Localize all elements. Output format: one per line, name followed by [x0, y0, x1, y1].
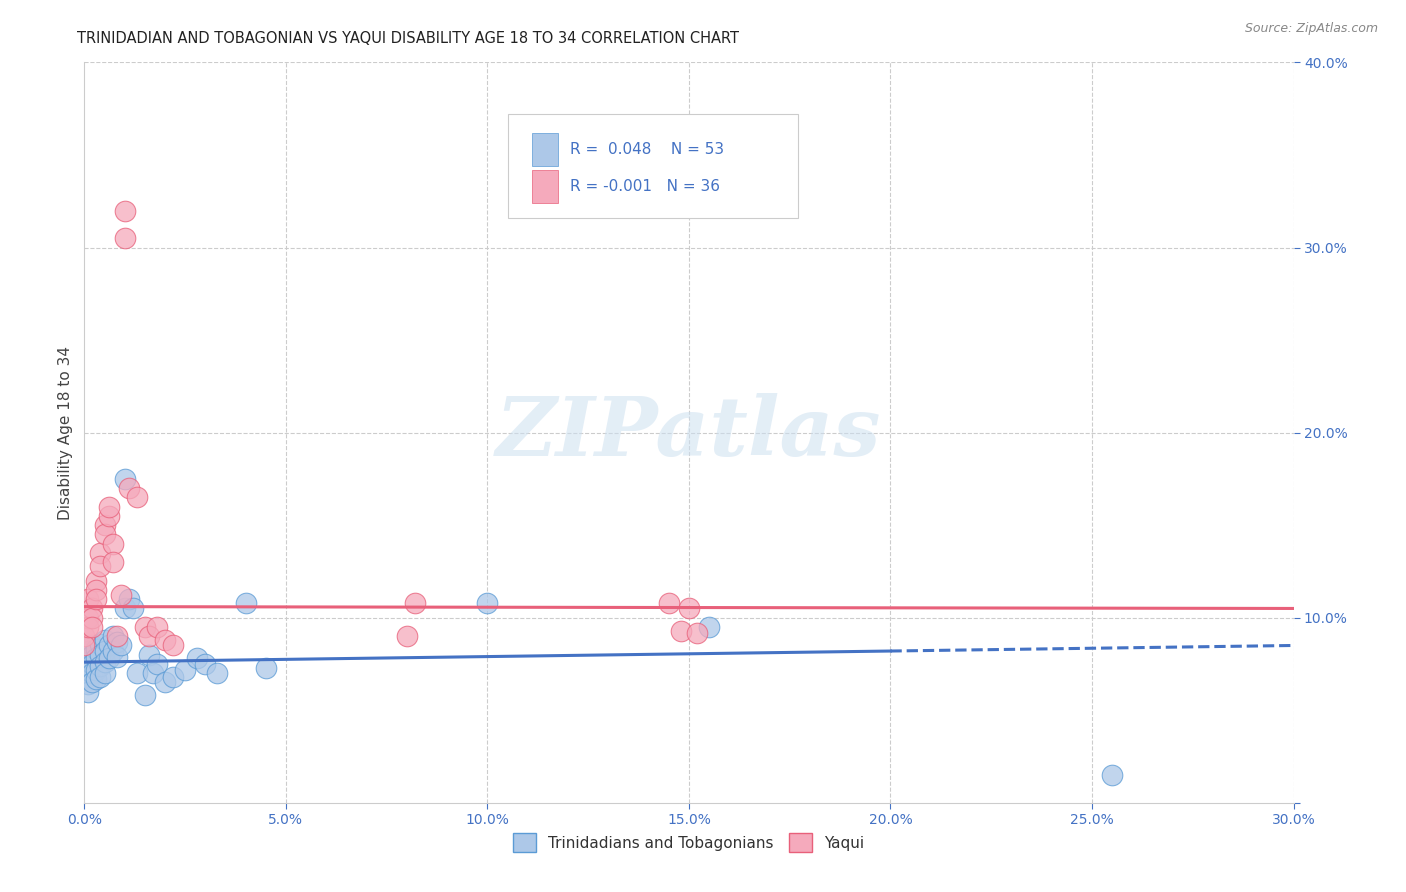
Point — [686, 625, 709, 640]
Point — [89, 658, 111, 673]
Point — [235, 596, 257, 610]
Point — [89, 546, 111, 560]
Point — [105, 649, 128, 664]
Point — [73, 663, 96, 677]
Text: Source: ZipAtlas.com: Source: ZipAtlas.com — [1244, 22, 1378, 36]
Point — [114, 203, 136, 218]
Point — [82, 666, 104, 681]
Point — [101, 536, 124, 550]
Point — [114, 601, 136, 615]
Point — [77, 620, 100, 634]
Point — [93, 518, 115, 533]
Point — [658, 596, 681, 610]
Point — [125, 666, 148, 681]
Point — [73, 639, 96, 653]
Point — [73, 655, 96, 669]
Point — [101, 644, 124, 658]
Point — [82, 648, 104, 662]
Bar — [531, 133, 558, 166]
Point — [134, 689, 156, 703]
Point — [162, 670, 184, 684]
Point — [697, 620, 720, 634]
Point — [146, 620, 169, 634]
Point — [194, 657, 217, 671]
Point — [174, 663, 197, 677]
Point — [93, 655, 115, 669]
Point — [73, 670, 96, 684]
Point — [77, 677, 100, 691]
Point — [93, 644, 115, 658]
Point — [86, 672, 108, 686]
Point — [73, 629, 96, 643]
Point — [678, 601, 700, 615]
Point — [105, 634, 128, 648]
Text: ZIPatlas: ZIPatlas — [496, 392, 882, 473]
Point — [153, 632, 176, 647]
Point — [86, 574, 108, 588]
Point — [114, 472, 136, 486]
Point — [118, 481, 141, 495]
Point — [93, 666, 115, 681]
Point — [207, 666, 229, 681]
Point — [86, 642, 108, 657]
Point — [477, 596, 499, 610]
Point — [118, 592, 141, 607]
Point — [77, 685, 100, 699]
Legend: Trinidadians and Tobagonians, Yaqui: Trinidadians and Tobagonians, Yaqui — [508, 827, 870, 858]
Point — [82, 610, 104, 624]
Point — [82, 675, 104, 690]
Point — [77, 644, 100, 658]
Point — [146, 657, 169, 671]
FancyBboxPatch shape — [508, 114, 797, 218]
Point — [110, 639, 132, 653]
Point — [77, 651, 100, 665]
Point — [97, 639, 120, 653]
Point — [121, 601, 143, 615]
Point — [97, 508, 120, 523]
Point — [86, 582, 108, 597]
Text: TRINIDADIAN AND TOBAGONIAN VS YAQUI DISABILITY AGE 18 TO 34 CORRELATION CHART: TRINIDADIAN AND TOBAGONIAN VS YAQUI DISA… — [77, 31, 740, 46]
Point — [153, 675, 176, 690]
Point — [86, 663, 108, 677]
Point — [162, 639, 184, 653]
Point — [142, 666, 165, 681]
Point — [77, 610, 100, 624]
Point — [186, 651, 208, 665]
Point — [138, 648, 160, 662]
Y-axis label: Disability Age 18 to 34: Disability Age 18 to 34 — [58, 345, 73, 520]
Point — [101, 629, 124, 643]
Point — [93, 527, 115, 541]
Text: R =  0.048    N = 53: R = 0.048 N = 53 — [571, 142, 724, 157]
Point — [86, 592, 108, 607]
Point — [77, 592, 100, 607]
Point — [93, 632, 115, 647]
Point — [105, 629, 128, 643]
Point — [395, 629, 418, 643]
Point — [404, 596, 426, 610]
Point — [110, 589, 132, 603]
Point — [82, 620, 104, 634]
Point — [97, 500, 120, 514]
Point — [89, 637, 111, 651]
Point — [89, 670, 111, 684]
Point — [134, 620, 156, 634]
Point — [82, 601, 104, 615]
Point — [86, 651, 108, 665]
Point — [1101, 768, 1123, 782]
Bar — [531, 169, 558, 203]
Point — [77, 658, 100, 673]
Text: R = -0.001   N = 36: R = -0.001 N = 36 — [571, 178, 720, 194]
Point — [82, 639, 104, 653]
Point — [114, 231, 136, 245]
Point — [254, 661, 277, 675]
Point — [101, 555, 124, 569]
Point — [138, 629, 160, 643]
Point — [82, 657, 104, 671]
Point — [89, 648, 111, 662]
Point — [77, 670, 100, 684]
Point — [89, 558, 111, 573]
Point — [669, 624, 692, 638]
Point — [125, 491, 148, 505]
Point — [97, 651, 120, 665]
